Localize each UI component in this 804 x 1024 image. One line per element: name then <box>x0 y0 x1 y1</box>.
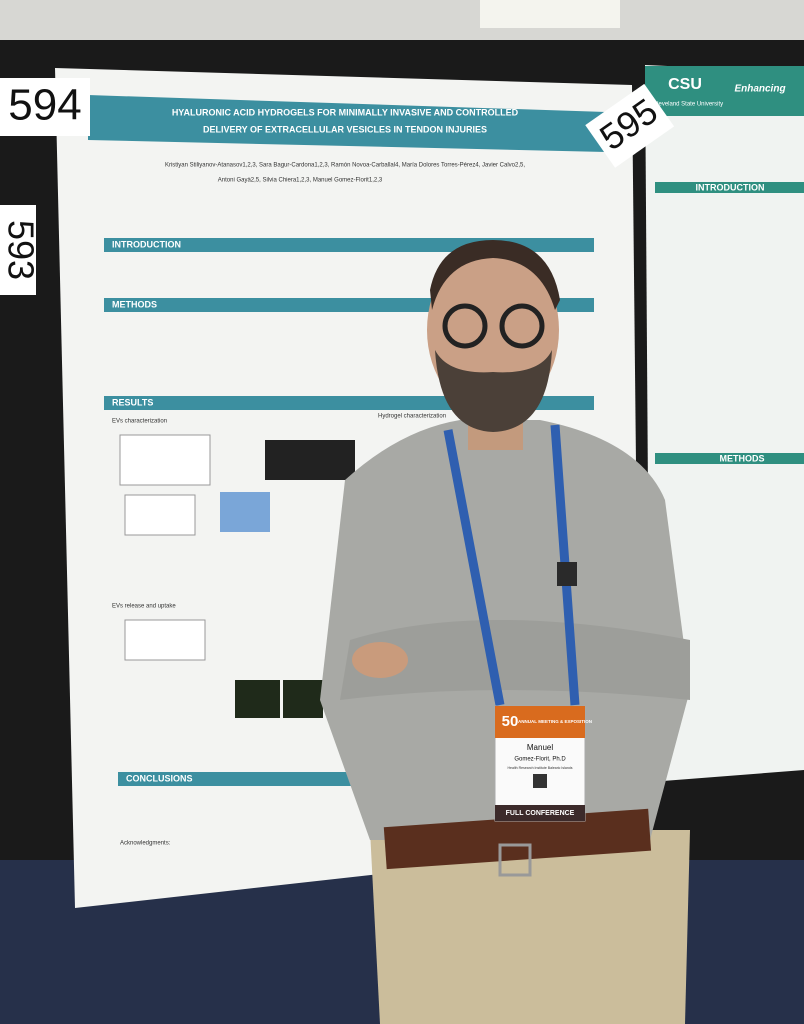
subheading: EVs release and uptake <box>112 604 176 610</box>
badge-header <box>495 706 585 738</box>
figure <box>235 680 280 718</box>
crossed-arms <box>340 620 690 700</box>
buckle <box>498 843 532 877</box>
poster-header-text: Enhancing <box>734 84 785 95</box>
badge-event: ANNUAL MEETING & EXPOSITION <box>518 719 592 724</box>
badge-fullname: Gomez-Florit, Ph.D <box>514 757 566 763</box>
figure <box>283 680 323 718</box>
subheading: Hydrogel characterization <box>378 414 446 420</box>
ceiling-light <box>480 0 620 28</box>
section-heading: RESULTS <box>112 397 153 407</box>
poster-authors: Antoni Gayà2,5, Silvia Chiera1,2,3, Manu… <box>218 178 383 184</box>
glasses <box>442 303 488 349</box>
poster <box>645 65 804 782</box>
badge-footer <box>495 805 585 821</box>
poster-title: HYALURONIC ACID HYDROGELS FOR MINIMALLY … <box>172 107 519 117</box>
badge-name: Manuel <box>527 743 553 752</box>
section-heading: METHODS <box>112 299 157 309</box>
number-card <box>0 205 36 295</box>
poster-header <box>645 66 804 116</box>
figure <box>265 440 355 480</box>
section-bar <box>118 772 358 786</box>
logo: CSU <box>668 76 702 93</box>
poster-title: DELIVERY OF EXTRACELLULAR VESICLES IN TE… <box>203 124 487 134</box>
hand <box>352 642 408 678</box>
number-card <box>585 83 675 168</box>
beard <box>435 350 552 432</box>
qr-code <box>533 774 547 788</box>
poster-number: 593 <box>0 220 41 280</box>
hair <box>430 240 560 310</box>
section-heading: METHODS <box>720 453 765 463</box>
number-card <box>0 78 90 136</box>
belt <box>383 808 652 870</box>
pin <box>557 562 577 586</box>
figure <box>124 619 206 661</box>
subheading: EVs characterization <box>112 419 167 425</box>
subheading: Acknowledgments: <box>120 841 171 847</box>
badge-institution: Health Research Institute Balearic Islan… <box>508 766 573 770</box>
figure <box>220 492 270 532</box>
badge-anniversary: 50 <box>502 713 519 730</box>
poster-number: 594 <box>8 81 81 130</box>
figure <box>119 434 211 486</box>
badge-type: FULL CONFERENCE <box>506 810 575 817</box>
section-heading: INTRODUCTION <box>112 239 181 249</box>
logo-sub: Cleveland State University <box>653 102 723 108</box>
section-heading: CONCLUSIONS <box>126 773 193 783</box>
glasses <box>499 303 545 349</box>
poster-authors: Kristiyan Stiliyanov-Atanasov1,2,3, Sara… <box>165 163 525 169</box>
title-banner <box>88 95 606 152</box>
section-bar <box>655 453 804 464</box>
section-heading: INTRODUCTION <box>696 182 765 192</box>
figure <box>124 494 196 536</box>
section-bar <box>655 182 804 193</box>
trousers <box>370 830 690 1024</box>
